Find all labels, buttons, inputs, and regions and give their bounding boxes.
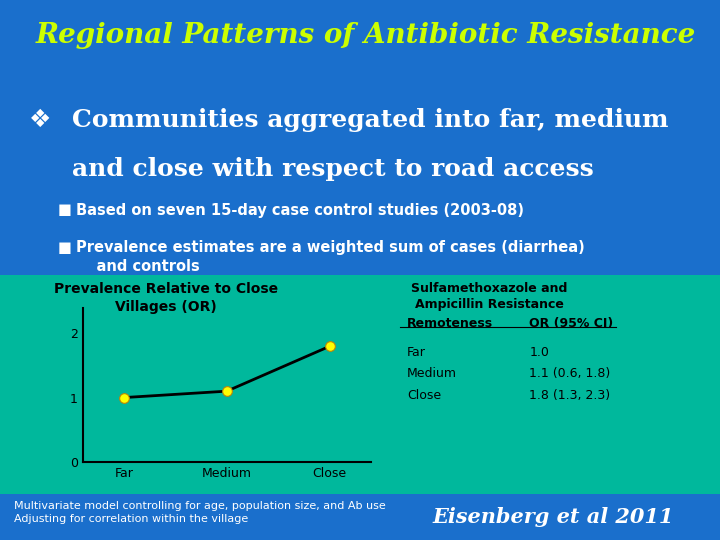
Text: Multivariate model controlling for age, population size, and Ab use
Adjusting fo: Multivariate model controlling for age, … [14, 501, 386, 524]
Text: Prevalence estimates are a weighted sum of cases (diarrhea)
    and controls: Prevalence estimates are a weighted sum … [76, 240, 585, 274]
Text: and close with respect to road access: and close with respect to road access [72, 157, 594, 180]
Text: Eisenberg et al 2011: Eisenberg et al 2011 [432, 507, 673, 526]
Text: Close: Close [407, 389, 441, 402]
Text: Villages (OR): Villages (OR) [114, 300, 217, 314]
Text: Communities aggregated into far, medium: Communities aggregated into far, medium [72, 108, 668, 132]
Text: Based on seven 15-day case control studies (2003-08): Based on seven 15-day case control studi… [76, 202, 523, 218]
Point [324, 342, 336, 350]
Text: Far: Far [407, 346, 426, 359]
Text: Ampicillin Resistance: Ampicillin Resistance [415, 298, 564, 311]
Text: ❖: ❖ [29, 108, 51, 132]
Text: ■: ■ [58, 240, 71, 255]
Text: ■: ■ [58, 202, 71, 218]
Text: 1.1 (0.6, 1.8): 1.1 (0.6, 1.8) [529, 367, 611, 380]
Text: Sulfamethoxazole and: Sulfamethoxazole and [411, 282, 568, 295]
Text: Prevalence Relative to Close: Prevalence Relative to Close [53, 282, 278, 296]
Text: Regional Patterns of Antibiotic Resistance: Regional Patterns of Antibiotic Resistan… [36, 22, 696, 49]
Text: 1.0: 1.0 [529, 346, 549, 359]
Point [118, 393, 130, 402]
Text: Remoteness: Remoteness [407, 317, 493, 330]
Text: Medium: Medium [407, 367, 456, 380]
Text: OR (95% CI): OR (95% CI) [529, 317, 613, 330]
Text: 1.8 (1.3, 2.3): 1.8 (1.3, 2.3) [529, 389, 611, 402]
Point [221, 387, 233, 395]
